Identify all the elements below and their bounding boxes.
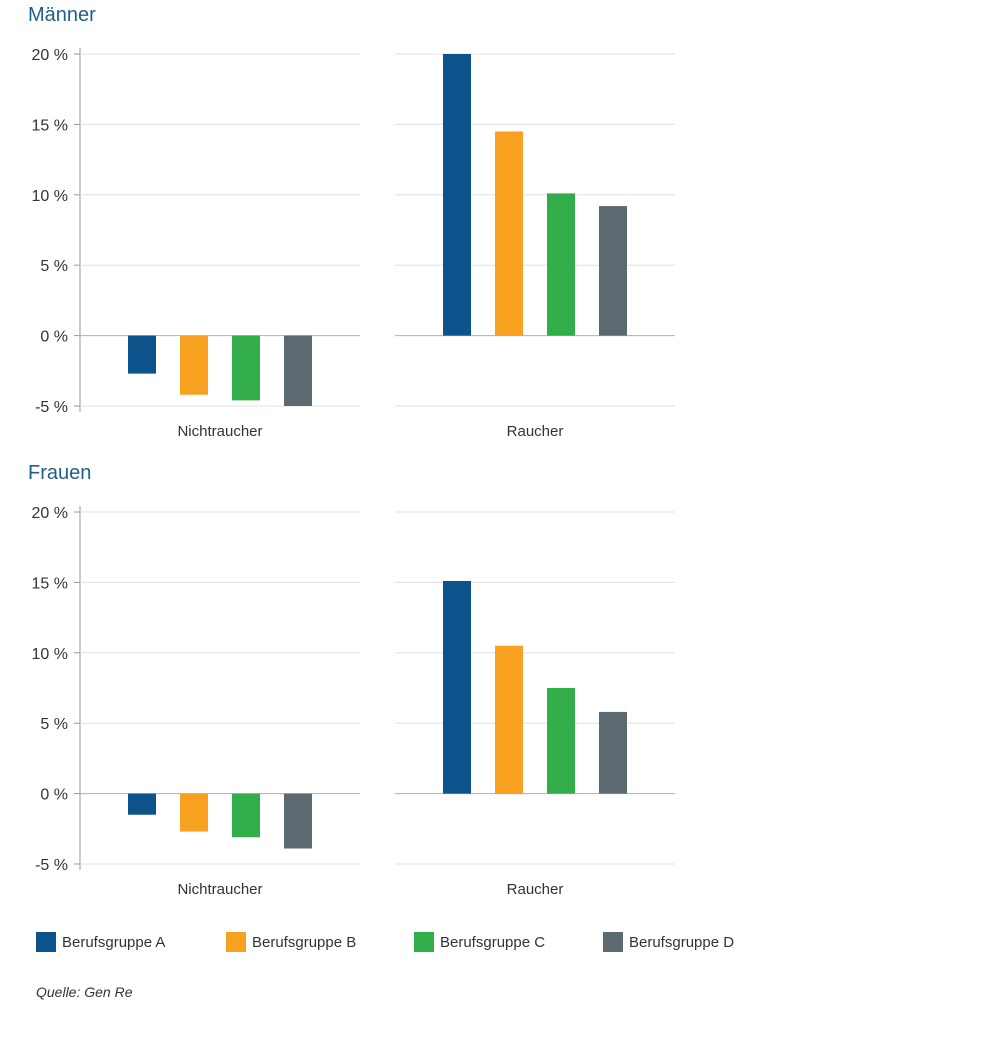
source-note: Quelle: Gen Re	[36, 984, 133, 1000]
chart-title-women: Frauen	[28, 462, 92, 484]
chart-women: 20 % 15 % 10 % 5 % 0 % -5 % Nichtraucher Rauche…	[32, 505, 675, 898]
legend-label-d: Berufsgruppe D	[629, 933, 735, 951]
y-tick-label: 5 %	[40, 716, 68, 733]
bar-nichtraucher-d	[284, 335, 312, 406]
legend-swatch-a	[36, 932, 56, 952]
bar-raucher-d	[599, 206, 627, 336]
bar-raucher-b	[495, 645, 523, 794]
y-tick-label: 20 %	[32, 505, 68, 522]
legend-label-b: Berufsgruppe B	[252, 933, 357, 951]
bar-nichtraucher-d	[284, 793, 312, 849]
legend-label-c: Berufsgruppe C	[440, 933, 546, 951]
category-label-raucher: Raucher	[507, 881, 564, 898]
bar-nichtraucher-b	[180, 793, 208, 832]
y-tick-label: -5 %	[35, 857, 68, 874]
bar-nichtraucher-c	[232, 335, 260, 401]
legend-item-a: Berufsgruppe A	[36, 932, 165, 952]
legend-swatch-d	[603, 932, 623, 952]
category-label-nichtraucher: Nichtraucher	[177, 423, 262, 440]
y-tick-label: 5 %	[40, 258, 68, 275]
legend-swatch-b	[226, 932, 246, 952]
bar-raucher-c	[547, 193, 575, 336]
chart-title-men: Männer	[28, 4, 96, 26]
y-tick-label: 0 %	[40, 787, 68, 804]
legend-item-c: Berufsgruppe C	[414, 932, 545, 952]
y-tick-label: 10 %	[32, 646, 68, 663]
bar-raucher-a	[443, 580, 471, 794]
legend-item-d: Berufsgruppe D	[603, 932, 734, 952]
legend-label-a: Berufsgruppe A	[62, 933, 166, 951]
bar-nichtraucher-c	[232, 793, 260, 838]
bar-nichtraucher-b	[180, 335, 208, 395]
y-tick-label: 15 %	[32, 117, 68, 134]
bar-raucher-d	[599, 711, 627, 794]
y-tick-label: -5 %	[35, 399, 68, 416]
bar-raucher-b	[495, 131, 523, 336]
bar-nichtraucher-a	[128, 335, 156, 374]
legend: Berufsgruppe A Berufsgruppe B Berufsgrup…	[36, 932, 796, 956]
bar-nichtraucher-a	[128, 793, 156, 815]
y-tick-label: 20 %	[32, 47, 68, 64]
chart-men: 20 % 15 % 10 % 5 % 0 % -5 % Nichtraucher Rauche…	[32, 47, 675, 440]
y-tick-label: 10 %	[32, 188, 68, 205]
legend-item-b: Berufsgruppe B	[226, 932, 356, 952]
y-tick-label: 0 %	[40, 329, 68, 346]
category-label-raucher: Raucher	[507, 423, 564, 440]
y-tick-label: 15 %	[32, 575, 68, 592]
bar-raucher-a	[443, 54, 471, 336]
legend-swatch-c	[414, 932, 434, 952]
category-label-nichtraucher: Nichtraucher	[177, 881, 262, 898]
bar-raucher-c	[547, 688, 575, 794]
